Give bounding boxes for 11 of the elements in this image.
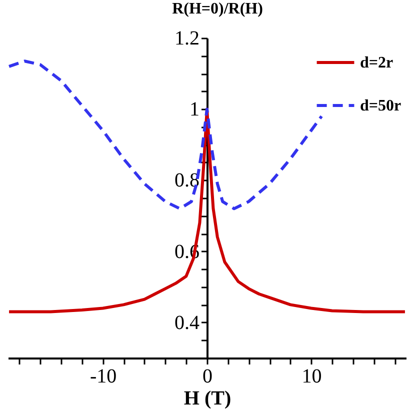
x-tick-label: 10: [302, 366, 322, 388]
x-axis-title: H (T): [184, 388, 232, 410]
legend-label: d=50r: [360, 98, 402, 114]
y-tick-label: 1: [190, 98, 200, 121]
y-tick-label: 1.2: [174, 28, 200, 50]
line-series: [8, 60, 324, 210]
x-tick-label: -10: [90, 366, 117, 388]
y-axis-title: R(H=0)/R(H): [172, 0, 263, 18]
y-tick-label: 0.4: [174, 312, 200, 334]
legend-label: d=2r: [360, 54, 394, 72]
x-tick-label: 0: [202, 366, 212, 388]
